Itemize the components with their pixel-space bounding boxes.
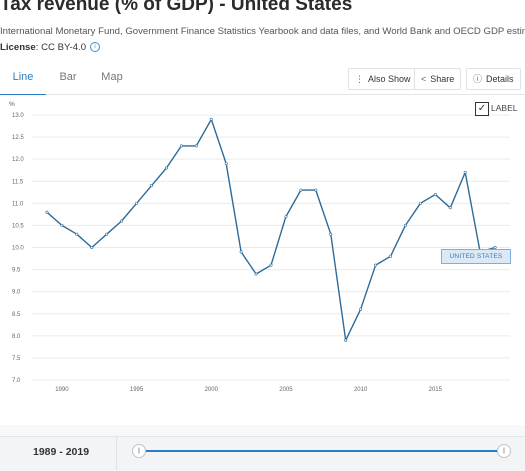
series-line [46, 118, 496, 341]
x-tick-label: 2010 [354, 387, 368, 393]
tab-map[interactable]: Map [101, 71, 123, 83]
x-tick-label: 2005 [279, 387, 293, 393]
license-label: License [0, 42, 36, 53]
data-point [329, 232, 333, 236]
x-tick-label: 1990 [55, 387, 69, 393]
info-icon[interactable]: i [90, 42, 101, 53]
data-point [463, 170, 467, 174]
data-point [135, 201, 139, 205]
x-tick-label: 2015 [429, 387, 443, 393]
y-tick-label: 11.0 [12, 201, 24, 207]
range-separator [116, 436, 117, 470]
data-point [299, 188, 303, 192]
y-tick-label: 12.0 [12, 157, 24, 163]
y-tick-label: 10.5 [12, 223, 24, 229]
data-point [388, 254, 392, 258]
range-bar [0, 436, 525, 471]
details-label: Details [486, 74, 514, 84]
data-point [209, 117, 213, 121]
y-tick-label: 9.5 [12, 268, 21, 274]
data-point [433, 193, 437, 197]
page-title: Tax revenue (% of GDP) - United States [0, 0, 353, 15]
data-point [120, 219, 124, 223]
range-start-handle[interactable]: || [132, 444, 146, 458]
data-point [45, 210, 49, 214]
data-point [194, 144, 198, 148]
label-checkbox-text: LABEL [491, 103, 518, 113]
data-point [150, 184, 154, 188]
share-label: Share [430, 74, 455, 84]
data-point [403, 223, 407, 227]
license-line: License: CC BY-4.0 i [0, 42, 101, 53]
data-point [224, 162, 228, 166]
y-tick-label: 10.0 [12, 246, 24, 252]
data-point [105, 232, 109, 236]
dots-icon: ⋮ [355, 74, 364, 84]
y-tick-label: 7.0 [12, 378, 21, 384]
data-point [179, 144, 183, 148]
data-point [164, 166, 168, 170]
tab-bar[interactable]: Bar [59, 71, 77, 83]
x-tick-label: 2000 [205, 387, 219, 393]
chart-area [0, 95, 525, 425]
data-point [239, 250, 243, 254]
range-slider-track[interactable] [138, 450, 503, 452]
label-checkbox[interactable]: ✓ [475, 102, 489, 116]
data-point [284, 215, 288, 219]
share-icon: < [421, 74, 427, 84]
data-point [60, 223, 64, 227]
range-text: 1989 - 2019 [33, 446, 90, 458]
y-tick-label: 13.0 [12, 113, 24, 119]
y-tick-label: 8.5 [12, 312, 21, 318]
info-circle-icon: ⓘ [473, 74, 483, 84]
also-show-label: Also Show [368, 74, 411, 84]
data-point [344, 338, 348, 342]
data-point [448, 206, 452, 210]
data-point [75, 232, 79, 236]
details-button[interactable]: ⓘ Details [466, 68, 521, 90]
series-label-tag: UNITED STATES [441, 249, 511, 264]
license-value: : CC BY-4.0 [35, 42, 87, 53]
y-tick-label: 8.0 [12, 334, 21, 340]
y-tick-label: 7.5 [12, 356, 21, 362]
y-tick-label: 9.0 [12, 290, 21, 296]
data-point [359, 307, 363, 311]
data-point [269, 263, 273, 267]
y-tick-label: 11.5 [12, 179, 24, 185]
data-point [90, 246, 94, 250]
data-point [314, 188, 318, 192]
source-note: International Monetary Fund, Government … [0, 26, 525, 37]
y-tick-label: 12.5 [12, 135, 24, 141]
data-point [418, 201, 422, 205]
range-end-handle[interactable]: || [497, 444, 511, 458]
x-tick-label: 1995 [130, 387, 144, 393]
data-point [493, 246, 497, 250]
data-point [374, 263, 378, 267]
share-button[interactable]: < Share [414, 68, 462, 90]
y-axis-unit: % [9, 101, 15, 108]
data-point [254, 272, 258, 276]
